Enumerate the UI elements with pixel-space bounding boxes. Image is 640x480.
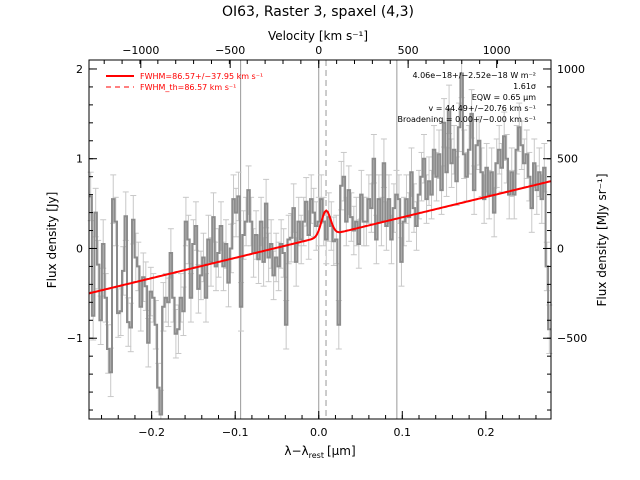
- x-tick-label: 0.0: [310, 426, 328, 439]
- top-tick-label: −1000: [122, 44, 159, 57]
- x-axis-label: λ−λrest [μm]: [284, 444, 355, 460]
- top-tick-label: −500: [215, 44, 245, 57]
- x-axis-label-main: λ−λ: [284, 444, 308, 458]
- fit-line: [88, 180, 552, 295]
- annotation-broadening: Broadening = 0.00+/−0.00 km s⁻¹: [398, 115, 536, 124]
- x-tick-label: −0.1: [222, 426, 249, 439]
- top-axis-label: Velocity [km s⁻¹]: [268, 29, 368, 43]
- fit-annotations: 4.06e−18+/−2.52e−18 W m⁻² 1.61σ EQW = 0.…: [398, 71, 537, 124]
- y-tick-label: 1: [76, 153, 83, 166]
- right-tick-label: 500: [557, 153, 578, 166]
- spectrum-line: [89, 72, 551, 416]
- right-tick-label: 0: [557, 242, 564, 255]
- chart-title: OI63, Raster 3, spaxel (4,3): [222, 4, 414, 20]
- annotation-flux: 4.06e−18+/−2.52e−18 W m⁻²: [412, 71, 536, 80]
- x-tick-label: 0.2: [477, 426, 495, 439]
- x-axis-label-subscript: rest: [309, 451, 324, 460]
- legend-label-fwhm: FWHM=86.57+/−37.95 km s⁻¹: [140, 72, 263, 81]
- legend-label-fwhm-th: FWHM_th=86.57 km s⁻¹: [140, 83, 236, 92]
- left-axis: −1 0 1 2: [67, 63, 97, 411]
- y-tick-label: 0: [76, 242, 83, 255]
- y-axis-label-left: Flux density [Jy]: [45, 192, 59, 289]
- plot-frame: [88, 59, 552, 420]
- bottom-axis: −0.2 −0.1 0.0 0.1 0.2: [101, 411, 537, 439]
- y-axis-label-right: Flux density [MJy sr⁻¹]: [595, 173, 609, 306]
- top-tick-label: 500: [398, 44, 419, 57]
- annotation-velocity: v = 44.49+/−20.76 km s⁻¹: [428, 104, 536, 113]
- top-tick-label: 0: [315, 44, 322, 57]
- x-tick-label: 0.1: [394, 426, 412, 439]
- x-axis-label-unit: [μm]: [327, 444, 356, 458]
- annotation-sigma: 1.61σ: [513, 82, 536, 91]
- top-tick-label: 1000: [483, 44, 511, 57]
- y-tick-label: −1: [67, 332, 83, 345]
- y-tick-label: 2: [76, 63, 83, 76]
- right-tick-label: −500: [557, 332, 587, 345]
- top-axis: −1000 −500 0 500 1000: [103, 44, 534, 68]
- x-tick-label: −0.2: [138, 426, 165, 439]
- right-axis: −500 0 500 1000: [543, 63, 587, 411]
- right-tick-label: 1000: [557, 63, 585, 76]
- legend: FWHM=86.57+/−37.95 km s⁻¹ FWHM_th=86.57 …: [106, 72, 263, 92]
- annotation-eqw: EQW = 0.65 μm: [472, 93, 536, 102]
